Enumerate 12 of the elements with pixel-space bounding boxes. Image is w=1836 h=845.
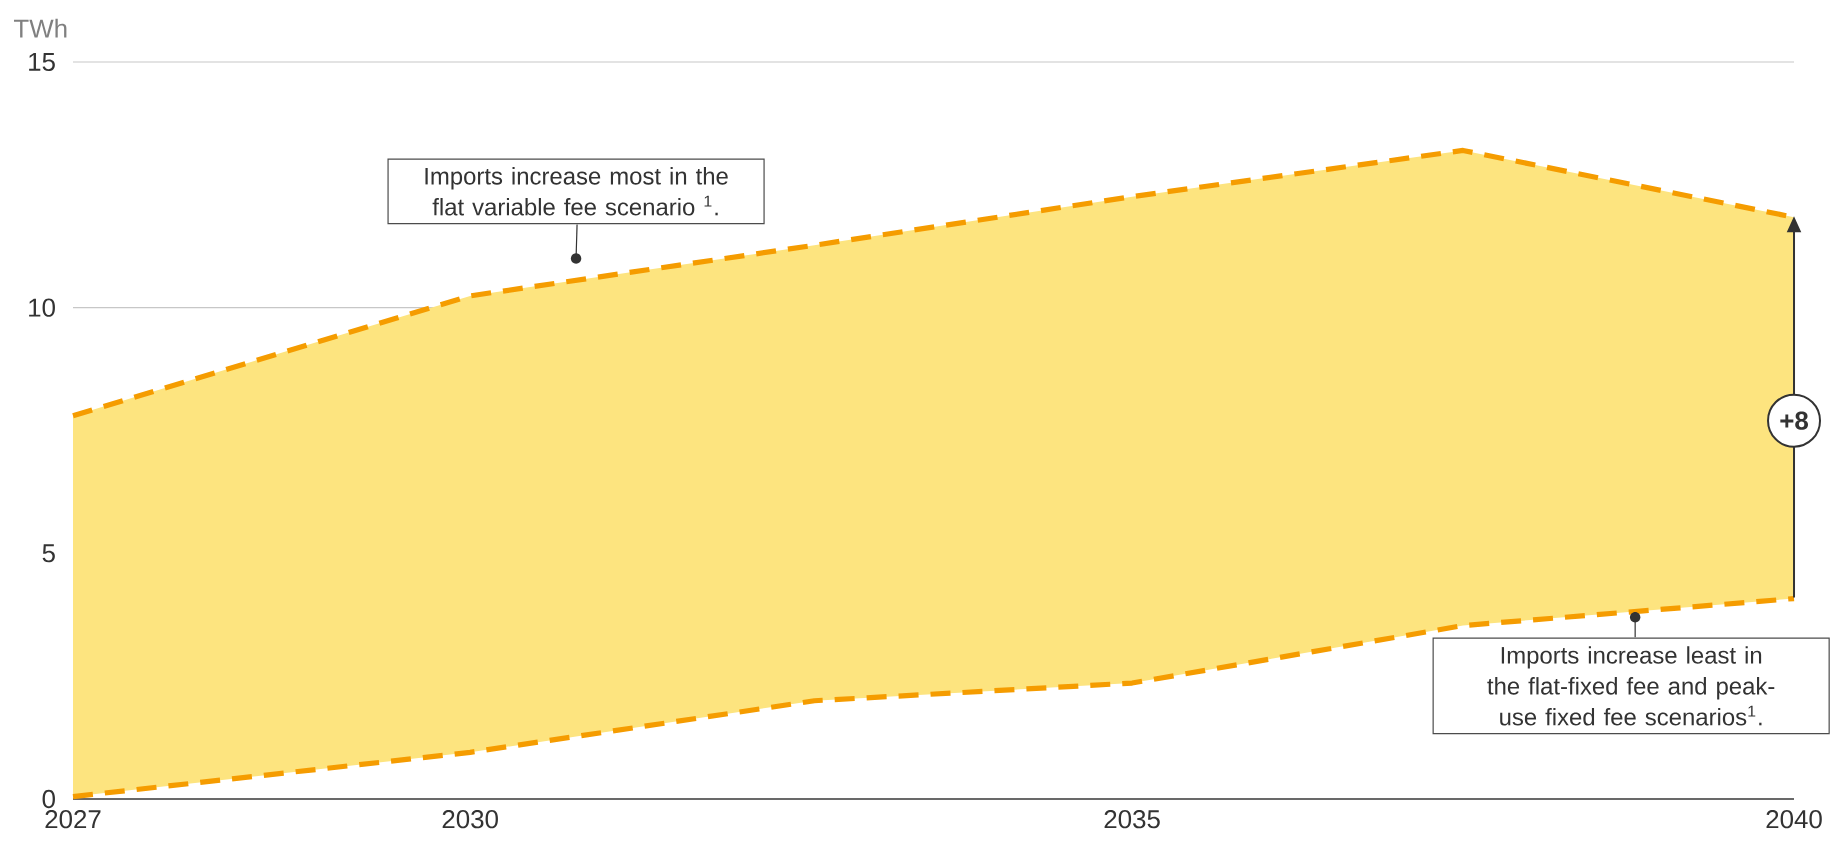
annotation: Imports increase most in the flat variable fee scenario $^{1}$. xyxy=(425,167,728,216)
x-tick-label: 2027 xyxy=(45,810,101,829)
x-tick-label: 2030 xyxy=(442,810,498,829)
y-tick-label: 5 xyxy=(42,544,55,563)
x-tick-label: 2035 xyxy=(1104,810,1160,829)
y-axis-title: TWh xyxy=(13,18,67,38)
x-tick-label: 2040 xyxy=(1766,810,1822,829)
annotation: +8 xyxy=(1780,411,1808,430)
y-tick-label: 10 xyxy=(29,298,55,317)
y-tick-label: 15 xyxy=(29,52,55,72)
y-tick-label: 0 xyxy=(42,789,55,809)
annotation: Imports increase least in the flat-fixed fee and peak-use fixed fee scenarios$^{1}$. xyxy=(1487,646,1775,726)
